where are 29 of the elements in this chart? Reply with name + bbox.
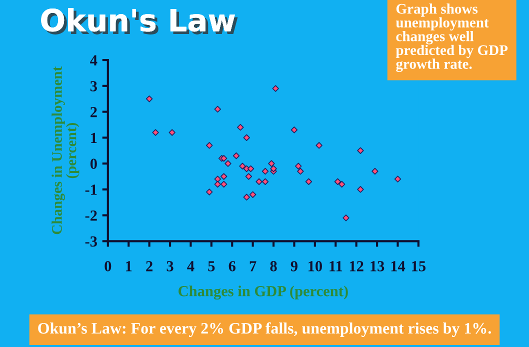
x-tick-label: 15 (412, 261, 426, 272)
x-tick-label: 3 (166, 261, 174, 272)
y-tick-label: -2 (85, 210, 97, 221)
x-tick-label: 13 (370, 261, 384, 272)
x-tick-label: 2 (146, 261, 152, 272)
text: Okun’s Law: For every 2% GDP falls, unemployment rises by 1%. (38, 322, 491, 337)
chart-title: Okun's Law (41, 8, 238, 34)
x-tick-label: 6 (228, 261, 236, 272)
x-tick-label: 7 (250, 261, 256, 272)
x-tick-label: 12 (350, 261, 364, 272)
x-tick-label: 10 (308, 261, 322, 272)
x-tick-label: 14 (391, 261, 406, 272)
y-tick-label: 4 (90, 55, 98, 66)
y-tick-label: -3 (85, 236, 97, 247)
x-tick-label: 4 (187, 261, 194, 272)
x-tick-label: 11 (330, 261, 342, 272)
x-axis-title: Changes in GDP (percent) (178, 286, 348, 300)
x-tick-label: 5 (208, 261, 215, 272)
x-tick-label: 0 (104, 261, 112, 272)
y-tick-label: -1 (85, 184, 97, 195)
y-tick-label: 1 (91, 132, 97, 143)
x-tick-label: 8 (270, 261, 277, 272)
y-tick-label: 0 (90, 158, 97, 169)
y-axis-title: Changes in Unemployment (percent) (52, 66, 80, 234)
x-tick-label: 9 (290, 261, 298, 272)
y-tick-label: 3 (90, 81, 97, 92)
y-tick-label: 2 (90, 106, 97, 118)
x-tick-label: 1 (126, 261, 132, 272)
annotation: Graph shows unemployment changes well predicted by GDP growth rate. (396, 3, 508, 72)
